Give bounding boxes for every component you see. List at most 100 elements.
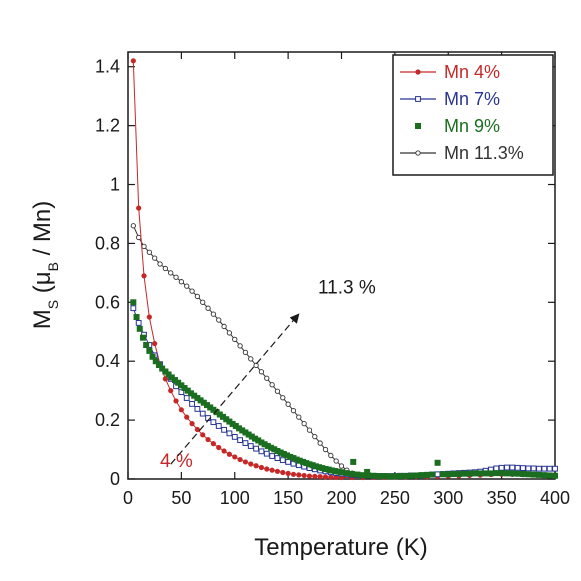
data-point bbox=[200, 299, 206, 305]
y-tick-label: 0.6 bbox=[95, 292, 120, 312]
data-point bbox=[280, 450, 287, 457]
legend-box bbox=[392, 54, 554, 176]
data-point bbox=[402, 473, 409, 480]
data-point bbox=[226, 430, 233, 437]
data-point bbox=[386, 473, 393, 480]
data-point bbox=[173, 398, 179, 404]
data-point bbox=[461, 470, 468, 477]
data-point bbox=[130, 299, 137, 306]
data-point bbox=[423, 471, 430, 478]
data-point bbox=[152, 255, 158, 261]
data-point bbox=[520, 465, 526, 472]
data-point bbox=[407, 472, 414, 479]
annotations-group: 11.3 % 4 % bbox=[160, 277, 376, 472]
data-point bbox=[296, 457, 303, 464]
data-point bbox=[237, 343, 243, 349]
legend-item: Mn 4% bbox=[400, 62, 500, 82]
data-point bbox=[530, 465, 537, 472]
data-point bbox=[237, 456, 243, 463]
data-point bbox=[136, 325, 143, 332]
data-point bbox=[525, 465, 532, 472]
data-point bbox=[255, 437, 262, 444]
y-tick-label: 0.4 bbox=[95, 351, 120, 371]
data-point bbox=[216, 444, 222, 451]
data-point bbox=[159, 365, 166, 372]
data-point bbox=[359, 472, 366, 479]
legend-marker bbox=[415, 69, 421, 75]
data-point bbox=[429, 471, 436, 478]
data-point bbox=[130, 223, 136, 229]
data-point bbox=[258, 448, 265, 455]
data-point bbox=[200, 399, 207, 406]
data-point bbox=[215, 423, 222, 429]
data-point bbox=[306, 427, 313, 433]
data-point bbox=[536, 465, 542, 472]
data-point bbox=[285, 401, 291, 407]
data-point bbox=[280, 469, 286, 476]
y-label-sub-s: S bbox=[45, 300, 61, 309]
legend-item: Mn 11.3% bbox=[400, 143, 524, 163]
data-point bbox=[296, 472, 302, 478]
data-point bbox=[213, 409, 220, 416]
series-mn-9- bbox=[130, 299, 558, 480]
data-point bbox=[312, 473, 318, 479]
data-point bbox=[290, 471, 297, 477]
data-point bbox=[268, 444, 275, 451]
data-point bbox=[248, 461, 254, 467]
data-point bbox=[333, 458, 339, 464]
data-point bbox=[139, 334, 146, 341]
data-point bbox=[141, 273, 147, 279]
data-point bbox=[223, 416, 230, 423]
data-point bbox=[552, 465, 558, 472]
data-point bbox=[514, 464, 521, 471]
data-point bbox=[514, 470, 521, 477]
data-point bbox=[184, 387, 191, 394]
data-point bbox=[191, 392, 198, 399]
data-point bbox=[239, 427, 246, 434]
data-point bbox=[271, 446, 278, 453]
legend: Mn 4% Mn 7% Mn 9% Mn 11.3% bbox=[392, 54, 554, 176]
data-point bbox=[252, 435, 259, 442]
data-point bbox=[391, 473, 398, 480]
data-point bbox=[165, 371, 172, 378]
data-point bbox=[338, 463, 345, 469]
data-point bbox=[178, 382, 185, 389]
data-point bbox=[509, 470, 516, 477]
data-point bbox=[381, 473, 388, 480]
data-point bbox=[168, 388, 174, 394]
data-point bbox=[248, 433, 255, 440]
data-point bbox=[303, 460, 310, 467]
data-point bbox=[482, 470, 489, 477]
data-point bbox=[207, 404, 214, 411]
data-point bbox=[274, 455, 281, 461]
data-point bbox=[175, 379, 182, 386]
annotation-label: 11.3 % bbox=[318, 277, 376, 298]
data-point bbox=[220, 413, 227, 420]
data-point bbox=[332, 468, 339, 475]
data-point bbox=[493, 470, 500, 477]
series-group bbox=[130, 58, 558, 481]
legend-marker bbox=[415, 96, 421, 102]
data-point bbox=[312, 463, 319, 470]
x-tick-label: 400 bbox=[540, 488, 570, 508]
data-point bbox=[285, 459, 292, 465]
data-point bbox=[136, 205, 142, 211]
data-point bbox=[370, 472, 377, 479]
data-point bbox=[284, 452, 291, 459]
data-point bbox=[413, 472, 420, 479]
data-point bbox=[552, 472, 558, 479]
data-point bbox=[226, 330, 233, 336]
data-point bbox=[541, 472, 548, 479]
data-point bbox=[306, 473, 313, 479]
data-point bbox=[162, 265, 169, 272]
data-point bbox=[178, 407, 184, 413]
data-point bbox=[173, 274, 179, 280]
data-point bbox=[189, 401, 195, 407]
data-point bbox=[285, 470, 291, 477]
data-point bbox=[237, 437, 243, 444]
data-point bbox=[226, 418, 233, 425]
data-point bbox=[168, 270, 174, 276]
data-point bbox=[434, 459, 441, 466]
data-point bbox=[221, 426, 227, 433]
